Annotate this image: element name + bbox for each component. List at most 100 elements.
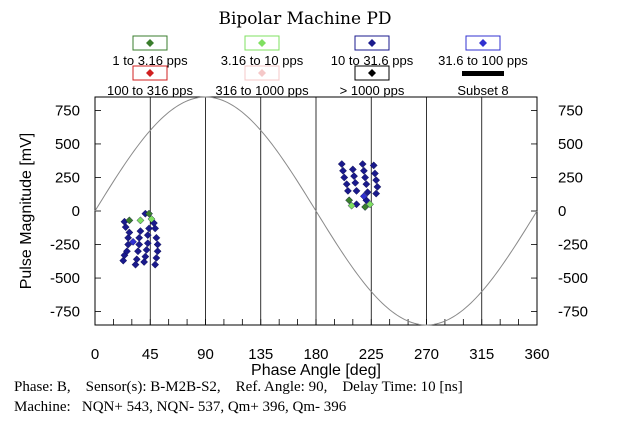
legend-label: 316 to 1000 pps: [215, 83, 309, 98]
data-point: [123, 247, 131, 256]
data-point: [145, 224, 153, 233]
legend-diamond-marker: [258, 39, 266, 47]
data-point: [371, 169, 379, 178]
data-point: [135, 233, 144, 242]
data-point: [360, 192, 368, 201]
y-tick-label-left: 500: [55, 136, 80, 153]
data-point: [369, 161, 378, 170]
reference-sine-curve: [94, 96, 538, 326]
footer-line-1: Phase: B, Sensor(s): B-M2B-S2, Ref. Angl…: [14, 379, 463, 395]
x-tick-label: 315: [469, 346, 494, 363]
y-tick-label-left: -750: [50, 304, 80, 321]
legend-item: Subset 8: [457, 71, 509, 98]
y-tick-label-right: 250: [558, 169, 583, 186]
data-point: [145, 209, 153, 218]
legend-label: 10 to 31.6 pps: [331, 53, 414, 68]
y-tick-label-right: 500: [558, 136, 583, 153]
legend-label: > 1000 pps: [340, 83, 405, 98]
legend-line-swatch: [462, 71, 504, 76]
data-point: [143, 231, 152, 240]
data-point: [361, 173, 369, 182]
y-tick-label-right: 0: [558, 203, 566, 220]
x-tick-label: 0: [91, 346, 99, 363]
pd-chart: Bipolar Machine PD 1 to 3.16 pps 3.16 to …: [18, 9, 588, 379]
legend-diamond-marker: [479, 39, 487, 47]
y-tick-label-left: 0: [72, 203, 80, 220]
legend-label: 100 to 316 pps: [107, 83, 194, 98]
y-tick-label-left: 250: [55, 169, 80, 186]
legend-item: 1 to 3.16 pps: [112, 35, 188, 68]
data-point: [147, 215, 156, 223]
data-point: [337, 160, 346, 168]
data-point: [339, 166, 347, 175]
data-point: [358, 160, 367, 168]
data-points: [119, 160, 382, 269]
x-tick-label: 135: [248, 346, 273, 363]
data-point: [135, 240, 144, 249]
data-point: [151, 260, 160, 269]
data-point: [152, 254, 161, 262]
data-point: [141, 252, 150, 261]
legend-diamond-marker: [146, 39, 154, 47]
x-tick-label: 180: [303, 346, 328, 363]
data-point: [121, 223, 130, 231]
legend-item: 31.6 to 100 pps: [438, 35, 528, 68]
x-tick-label: 270: [414, 346, 439, 363]
data-point: [351, 178, 360, 187]
data-point: [347, 201, 356, 210]
y-axis-title: Pulse Magnitude [mV]: [18, 133, 35, 290]
tick-labels: 0 45 90 135 180 225 270 315 360 750 750 500 500 250 25…: [50, 102, 588, 363]
legend-label: Subset 8: [457, 83, 508, 98]
y-tick-label-right: -250: [558, 237, 588, 254]
x-tick-label: 45: [142, 346, 159, 363]
legend-item: > 1000 pps: [340, 65, 405, 98]
data-point: [132, 255, 141, 264]
data-point: [152, 233, 161, 242]
y-tick-label-left: 750: [55, 102, 80, 119]
data-point: [350, 172, 358, 181]
legend-diamond-marker: [368, 39, 376, 47]
legend-item: 316 to 1000 pps: [215, 65, 309, 98]
data-point: [125, 216, 134, 225]
data-point: [136, 227, 145, 236]
data-point: [348, 165, 357, 174]
y-tick-label-right: -750: [558, 304, 588, 321]
data-point: [153, 247, 162, 256]
x-tick-label: 90: [197, 346, 214, 363]
y-tick-label-left: -500: [50, 270, 80, 287]
data-point: [143, 239, 152, 248]
data-point: [129, 237, 137, 246]
data-point: [342, 180, 351, 189]
data-point: [372, 189, 381, 198]
data-point: [361, 203, 369, 211]
data-point: [124, 240, 133, 249]
data-point: [134, 247, 142, 256]
legend-item: 100 to 316 pps: [107, 65, 194, 98]
grid: [94, 97, 538, 325]
data-point: [352, 186, 361, 195]
x-tick-label: 225: [359, 346, 384, 363]
legend-item: 3.16 to 10 pps: [221, 35, 304, 68]
legend-label: 1 to 3.16 pps: [112, 53, 188, 68]
data-point: [360, 166, 368, 175]
data-point: [340, 173, 349, 182]
data-point: [366, 200, 374, 209]
legend-label: 3.16 to 10 pps: [221, 53, 304, 68]
x-axis-title: Phase Angle [deg]: [251, 362, 381, 379]
data-point: [140, 258, 148, 266]
y-tick-label-right: 750: [558, 102, 583, 119]
data-point: [125, 228, 134, 237]
data-point: [153, 240, 162, 249]
data-point: [362, 180, 371, 189]
data-point: [372, 176, 381, 185]
legend-label: 31.6 to 100 pps: [438, 53, 528, 68]
data-point: [124, 233, 133, 242]
data-point: [373, 182, 382, 191]
legend-item: 10 to 31.6 pps: [331, 35, 414, 68]
x-tick-label: 360: [524, 346, 549, 363]
data-point: [344, 186, 352, 195]
legend-diamond-marker: [258, 69, 266, 77]
legend: 1 to 3.16 pps 3.16 to 10 pps 10 to 31.6 pp…: [107, 35, 528, 98]
legend-diamond-marker: [368, 69, 376, 77]
footer-line-2: Machine: NQN+ 543, NQN- 537, Qm+ 396, Qm…: [14, 399, 347, 415]
